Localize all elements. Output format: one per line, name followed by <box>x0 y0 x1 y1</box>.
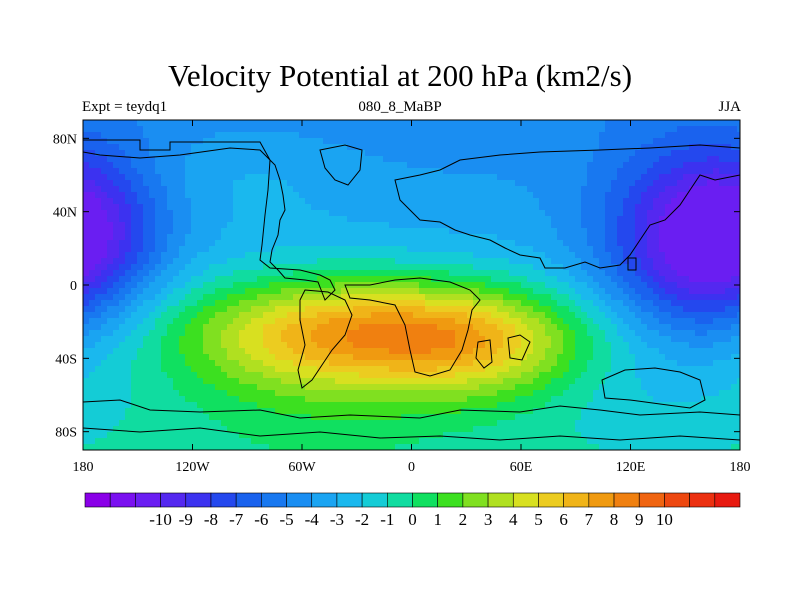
colorbar-swatch <box>538 492 564 508</box>
colorbar-swatch <box>487 492 514 508</box>
colorbar-swatch <box>185 492 212 508</box>
lon-tick-label: 180 <box>730 460 751 475</box>
colorbar-swatch <box>135 492 161 508</box>
colorbar-swatch <box>235 492 262 508</box>
colorbar-label: 10 <box>656 510 673 529</box>
colorbar-swatch <box>261 492 287 508</box>
latitude-axis: 80N 40N 0 40S 80S <box>53 132 740 441</box>
colorbar-label: 2 <box>459 510 468 529</box>
lon-tick-label: 120W <box>175 460 210 475</box>
lat-tick-label: 40N <box>53 206 77 221</box>
colorbar: -10 -9 -8 -7 -6 -5 -4 -3 -2 -1 0 1 2 3 4 5 6 7 8 9 10 <box>84 492 741 529</box>
lat-tick-label: 0 <box>70 279 77 294</box>
colorbar-swatch <box>462 492 489 508</box>
lat-tick-label: 80N <box>53 132 77 147</box>
lat-tick-label: 80S <box>55 426 77 441</box>
colorbar-label: 1 <box>433 510 442 529</box>
colorbar-label: 6 <box>559 510 568 529</box>
contour-field <box>83 120 740 450</box>
lon-tick-label: 60W <box>288 460 316 475</box>
colorbar-swatch <box>160 492 187 508</box>
colorbar-swatch <box>638 492 665 508</box>
lon-tick-label: 120E <box>616 460 646 475</box>
colorbar-label: -1 <box>380 510 394 529</box>
colorbar-swatch <box>437 492 464 508</box>
colorbar-label: -6 <box>254 510 268 529</box>
colorbar-swatch <box>714 492 741 508</box>
colorbar-label: -9 <box>179 510 193 529</box>
colorbar-swatch <box>588 492 615 508</box>
colorbar-label: -2 <box>355 510 369 529</box>
lon-tick-label: 0 <box>408 460 415 475</box>
colorbar-swatch <box>286 492 313 508</box>
colorbar-label: 0 <box>408 510 417 529</box>
lat-tick-label: 40S <box>55 352 77 367</box>
lon-tick-label: 60E <box>510 460 533 475</box>
colorbar-label: 9 <box>635 510 644 529</box>
colorbar-swatch <box>689 492 716 508</box>
colorbar-swatch <box>210 492 237 508</box>
colorbar-swatch <box>412 492 438 508</box>
colorbar-swatch <box>512 492 539 508</box>
colorbar-swatch <box>336 492 363 508</box>
colorbar-label: -7 <box>229 510 244 529</box>
colorbar-label: -8 <box>204 510 218 529</box>
colorbar-swatch <box>311 492 338 508</box>
colorbar-swatch <box>84 492 111 508</box>
colorbar-label: 4 <box>509 510 518 529</box>
coastline-outline <box>83 139 740 450</box>
plot-title: Velocity Potential at 200 hPa (km2/s) <box>167 58 633 93</box>
longitude-axis: 180 120W 60W 0 60E 120E 180 <box>73 120 751 475</box>
colorbar-swatch <box>613 492 640 508</box>
colorbar-label: 3 <box>484 510 493 529</box>
colorbar-swatch <box>109 492 136 508</box>
colorbar-swatch <box>387 492 413 508</box>
colorbar-label: -4 <box>305 510 320 529</box>
colorbar-swatch <box>563 492 590 508</box>
colorbar-label: -3 <box>330 510 344 529</box>
colorbar-label: -10 <box>149 510 172 529</box>
colorbar-label: 5 <box>534 510 543 529</box>
colorbar-label: -5 <box>279 510 293 529</box>
colorbar-swatch <box>664 492 690 508</box>
subtitle-label: 080_8_MaBP <box>358 99 442 115</box>
lon-tick-label: 180 <box>73 460 94 475</box>
experiment-label: Expt = teydq1 <box>82 99 168 115</box>
season-label: JJA <box>718 99 741 115</box>
colorbar-swatch <box>361 492 388 508</box>
colorbar-label: 8 <box>610 510 619 529</box>
colorbar-label: 7 <box>585 510 594 529</box>
